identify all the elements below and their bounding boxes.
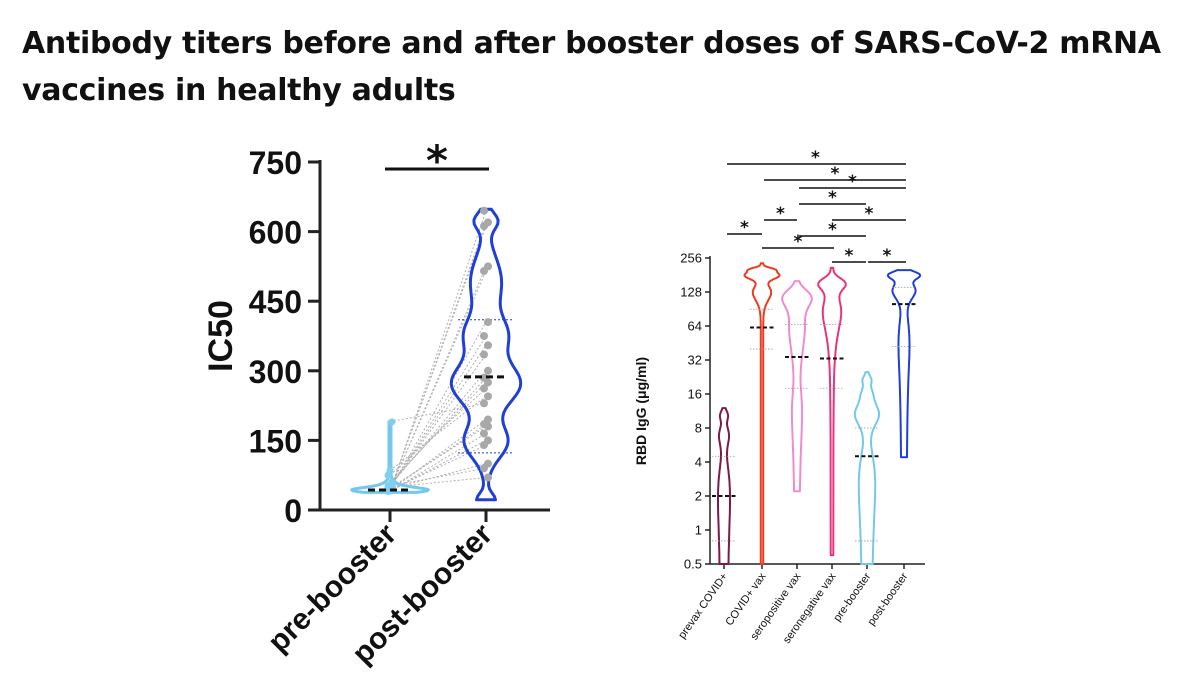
figure-title: Antibody titers before and after booster… xyxy=(22,26,1161,108)
significance-star: * xyxy=(740,218,749,238)
paired-line xyxy=(389,210,487,492)
y-tick-label: 1 xyxy=(695,523,702,538)
violin-seropositive-vax xyxy=(781,280,813,493)
paired-line xyxy=(389,222,487,492)
y-axis-label: IC50 xyxy=(202,300,240,372)
violin-pre-booster xyxy=(853,371,881,565)
data-point xyxy=(388,418,396,426)
ic50-violin-chart: 0150300450600750IC50pre-boosterpost-boos… xyxy=(202,136,550,671)
data-point xyxy=(480,441,488,450)
data-point xyxy=(480,267,488,276)
y-tick-label: 128 xyxy=(680,285,702,300)
significance-star: * xyxy=(426,136,448,185)
significance-star: * xyxy=(865,204,874,224)
violin-post-booster xyxy=(886,269,922,459)
paired-line xyxy=(389,395,487,471)
paired-line xyxy=(389,402,487,423)
y-axis-label: RBD IgG (μg/ml) xyxy=(633,357,649,465)
significance-star: * xyxy=(811,148,820,168)
paired-line xyxy=(389,426,487,489)
paired-line xyxy=(389,225,487,491)
data-point xyxy=(480,384,488,393)
paired-line xyxy=(389,423,487,490)
y-tick-label: 8 xyxy=(695,421,702,436)
significance-star: * xyxy=(845,246,854,266)
significance-star: * xyxy=(848,172,857,192)
violin-seronegative-vax xyxy=(817,266,847,557)
y-tick-label: 0 xyxy=(284,493,302,529)
data-point xyxy=(480,350,488,359)
significance-star: * xyxy=(776,204,785,224)
data-point xyxy=(480,332,488,340)
y-tick-label: 2 xyxy=(695,489,702,504)
paired-line xyxy=(389,370,487,487)
data-point xyxy=(386,467,394,475)
data-point xyxy=(484,422,492,431)
data-point xyxy=(480,399,488,408)
paired-line xyxy=(389,388,487,476)
y-tick-label: 150 xyxy=(249,423,302,459)
data-point xyxy=(480,429,488,438)
y-tick-label: 750 xyxy=(249,145,302,181)
y-tick-label: 600 xyxy=(249,215,302,251)
y-tick-label: 4 xyxy=(695,455,702,470)
significance-star: * xyxy=(883,246,892,266)
data-point xyxy=(480,464,488,473)
y-tick-label: 300 xyxy=(249,354,302,390)
paired-line xyxy=(389,345,487,489)
data-point xyxy=(484,341,492,350)
y-tick-label: 450 xyxy=(249,284,302,320)
paired-line xyxy=(389,433,487,492)
y-tick-label: 32 xyxy=(688,353,702,368)
data-point xyxy=(484,392,492,401)
significance-star: * xyxy=(828,220,837,240)
paired-line xyxy=(389,467,487,487)
y-tick-label: 64 xyxy=(688,319,702,334)
data-point xyxy=(484,473,492,482)
violin-prevax-covid- xyxy=(717,407,731,565)
data-point xyxy=(480,206,488,215)
data-point xyxy=(484,378,492,387)
violin-covid--vax xyxy=(743,262,781,565)
y-tick-label: 16 xyxy=(688,387,702,402)
x-tick-label-prevax-covid-: prevax COVID+ xyxy=(676,571,730,641)
data-point xyxy=(484,318,492,327)
significance-star: * xyxy=(794,232,803,252)
y-tick-label: 256 xyxy=(680,251,702,266)
data-point xyxy=(480,222,488,231)
significance-star: * xyxy=(828,188,837,208)
y-tick-label: 0.5 xyxy=(684,557,702,572)
data-point xyxy=(484,366,492,375)
significance-star: * xyxy=(831,164,840,184)
